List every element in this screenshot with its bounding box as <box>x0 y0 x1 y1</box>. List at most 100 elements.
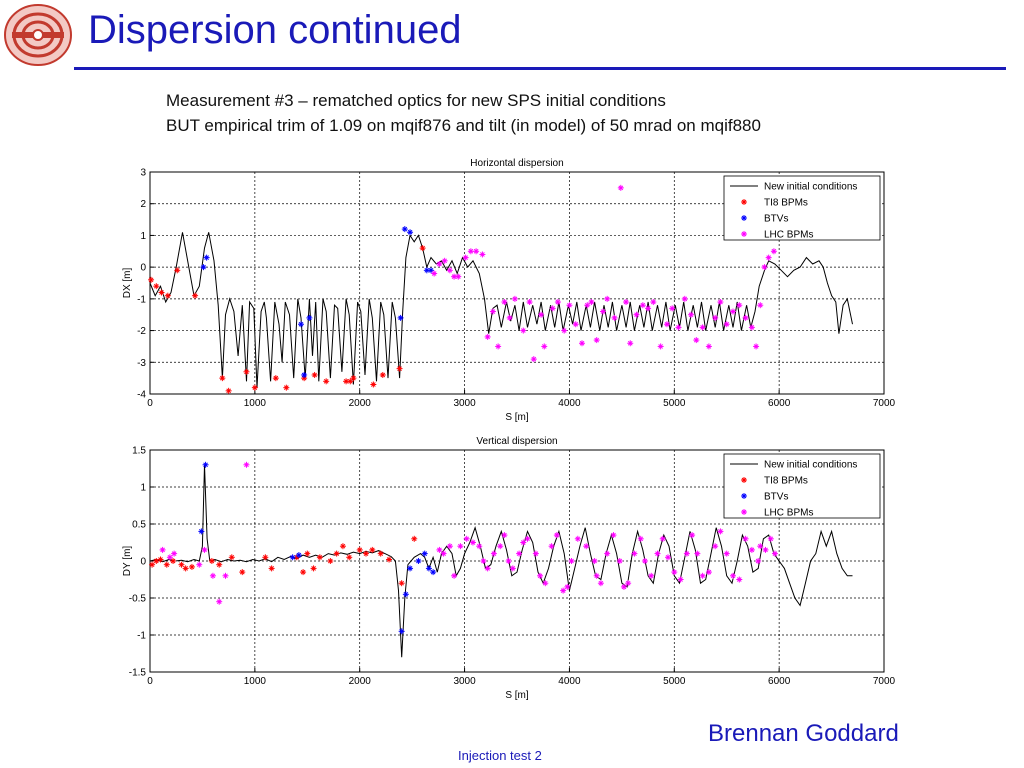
dx-chart-data-point <box>639 302 646 309</box>
dy-chart-x-tick-label: 6000 <box>768 676 791 687</box>
dx-chart-data-point <box>611 314 618 321</box>
dy-chart-data-point <box>198 528 205 535</box>
dx-chart-data-point <box>401 226 408 233</box>
dx-chart-legend-marker-swatch <box>741 215 747 221</box>
author-name: Brennan Goddard <box>708 720 899 747</box>
dy-chart-x-axis-label: S [m] <box>505 690 529 701</box>
dx-chart-legend-entry: LHC BPMs <box>764 230 813 241</box>
dy-chart-data-point <box>377 550 384 557</box>
dx-chart-data-point <box>617 184 624 191</box>
dy-chart-data-point <box>243 461 250 468</box>
dy-chart-data-point <box>616 558 623 564</box>
dy-chart-data-point <box>736 576 743 583</box>
dx-chart-x-tick-label: 5000 <box>663 398 686 409</box>
horizontal-dispersion-chart: Horizontal dispersion 0 1000 2000 3000 4000 50… <box>122 158 896 423</box>
dy-chart-data-point <box>171 550 178 557</box>
dy-chart-data-point <box>537 572 544 579</box>
dy-chart-data-point <box>188 563 195 570</box>
dx-chart-data-point <box>604 295 611 302</box>
dy-chart-series-2 <box>198 461 437 635</box>
dy-chart-data-point <box>369 546 376 553</box>
footer-text: Injection test 2 <box>458 748 542 763</box>
dx-chart-data-point <box>311 371 318 378</box>
dx-chart-data-point <box>243 368 250 375</box>
dx-chart-data-point <box>717 299 724 306</box>
dx-chart-data-point <box>736 302 743 309</box>
dx-chart-data-point <box>306 314 313 321</box>
dx-chart-data-point <box>554 299 561 306</box>
dy-chart-data-point <box>637 535 644 542</box>
dy-chart-data-point <box>166 554 173 561</box>
dy-chart-data-point <box>333 550 340 557</box>
dx-chart-y-tick-label: 0 <box>140 263 146 274</box>
dy-chart-data-point <box>157 556 164 563</box>
dx-chart-data-point <box>688 311 695 318</box>
dy-chart-data-point <box>699 572 706 579</box>
dy-chart-data-point <box>757 543 764 550</box>
dy-chart-x-tick-label: 4000 <box>558 676 581 687</box>
dx-chart-data-point <box>148 276 155 283</box>
dy-chart-data-point <box>490 550 497 557</box>
dx-chart-x-tick-label: 3000 <box>453 398 476 409</box>
dx-chart-data-point <box>419 245 426 252</box>
dy-chart-data-point <box>346 554 353 561</box>
dx-chart-legend-marker-swatch <box>741 231 747 237</box>
dy-chart-data-point <box>182 565 189 572</box>
dx-chart-data-point <box>473 248 480 255</box>
dy-chart-data-point <box>677 576 684 583</box>
dx-chart-data-point <box>723 321 730 328</box>
dx-chart-data-point <box>520 327 527 334</box>
dx-chart-data-point <box>770 248 777 255</box>
dy-chart-y-tick-label: -1 <box>137 631 146 642</box>
dy-chart-data-point <box>762 546 769 553</box>
dx-chart-data-point <box>203 254 210 261</box>
dy-chart-title: Vertical dispersion <box>476 436 557 447</box>
dy-chart-data-point <box>476 543 483 550</box>
dx-chart-data-point <box>484 333 491 340</box>
dx-chart-data-point <box>407 229 414 236</box>
dy-chart-data-point <box>501 532 508 539</box>
dy-chart-data-point <box>574 535 581 542</box>
dx-chart-data-point <box>627 340 634 347</box>
dx-chart-data-point <box>675 324 682 331</box>
dx-chart-data-point <box>251 384 258 391</box>
dx-chart-data-point <box>588 299 595 306</box>
dy-chart-data-point <box>591 558 598 564</box>
dy-chart-data-point <box>457 543 464 550</box>
dx-chart-data-point <box>699 324 706 331</box>
dx-chart-legend-marker-swatch <box>741 199 747 205</box>
dy-chart-data-point <box>386 556 393 563</box>
dy-chart-data-point <box>705 569 712 576</box>
dx-chart-x-tick-label: 1000 <box>244 398 267 409</box>
dy-chart-data-point <box>262 554 269 561</box>
dx-chart-data-point <box>350 375 357 382</box>
dx-chart-series-2 <box>200 226 435 378</box>
dy-chart-legend-entry: BTVs <box>764 492 788 503</box>
dy-chart-data-point <box>201 546 208 553</box>
dy-chart-data-point <box>216 598 223 605</box>
dx-chart-data-point <box>657 343 664 350</box>
dy-chart-legend-marker-swatch <box>741 509 747 515</box>
slide-subtitle-line-1: Measurement #3 – rematched optics for ne… <box>166 91 666 110</box>
dx-chart-data-point <box>397 314 404 321</box>
dx-chart-data-point <box>467 248 474 255</box>
dy-chart-data-point <box>304 550 311 557</box>
dx-chart-series-3 <box>431 184 777 363</box>
dy-chart-data-point <box>446 543 453 550</box>
dy-chart-data-point <box>327 558 334 564</box>
dy-chart-data-point <box>159 546 166 553</box>
dy-chart-data-point <box>505 558 512 564</box>
dx-chart-legend-entry: BTVs <box>764 214 788 225</box>
dx-chart-y-tick-label: 2 <box>140 199 146 210</box>
dx-chart-data-point <box>495 343 502 350</box>
dx-chart-legend-entry: New initial conditions <box>764 182 857 193</box>
dy-chart-data-point <box>597 580 604 587</box>
dy-chart-y-tick-label: 1 <box>140 483 146 494</box>
dy-chart-data-point <box>723 550 730 557</box>
dx-chart-data-point <box>489 308 496 315</box>
dy-chart-data-point <box>463 535 470 542</box>
dy-chart-legend-entry: New initial conditions <box>764 460 857 471</box>
dy-chart-data-point <box>620 583 627 590</box>
slide-subtitle-line-2: BUT empirical trim of 1.09 on mqif876 an… <box>166 116 761 135</box>
dx-chart-data-point <box>572 321 579 328</box>
